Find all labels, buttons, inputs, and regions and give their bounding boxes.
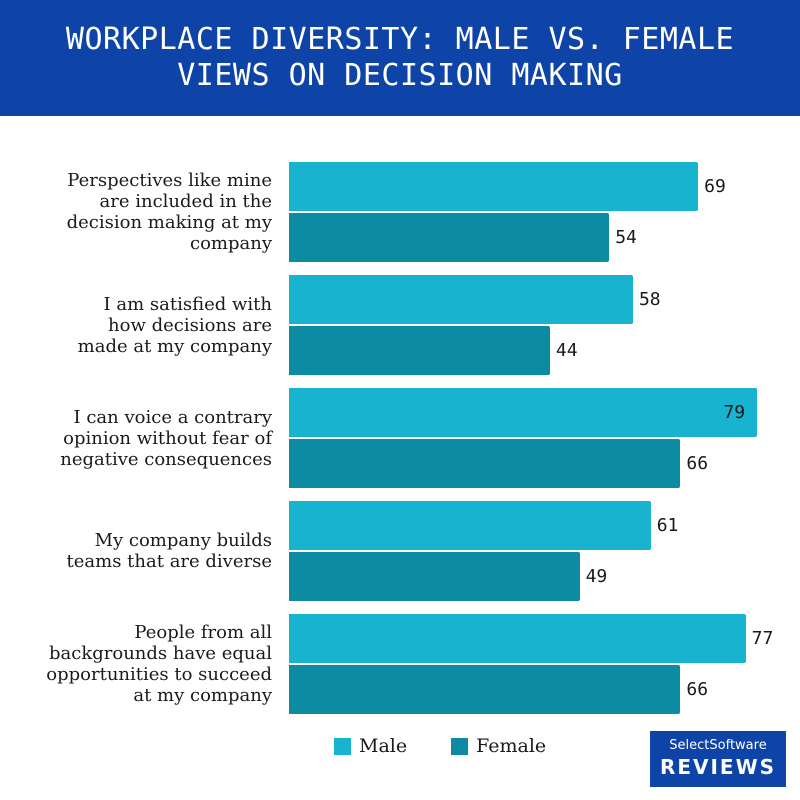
bar-female — [289, 552, 580, 601]
data-label: 58 — [638, 288, 661, 310]
category-label: I am satisfied with how decisions are made… — [10, 294, 272, 357]
category-label: My company builds teams that are diverse — [10, 530, 272, 572]
brand-line1: SelectSoftware — [669, 738, 767, 753]
data-label: 66 — [686, 452, 709, 474]
legend-item-male: Male — [334, 735, 407, 757]
data-label: 79 — [723, 401, 746, 423]
category-label-line: teams that are diverse — [66, 551, 272, 572]
category-label-line: are included in the — [99, 191, 272, 212]
category-label-line: backgrounds have equal — [49, 643, 272, 664]
category-label-line: made at my company — [77, 335, 272, 357]
bar-female — [289, 326, 550, 375]
data-label: 61 — [656, 514, 679, 536]
legend: Male Female — [334, 734, 590, 758]
category-label: Perspectives like mine are included in th… — [10, 170, 272, 254]
bar-female — [289, 439, 681, 488]
legend-swatch-male — [334, 737, 351, 755]
bar-female — [289, 213, 610, 262]
category-label-line: at my company — [133, 685, 272, 706]
category-label-line: opportunities to succeed — [46, 664, 272, 685]
legend-label-female: Female — [476, 735, 547, 757]
title-banner: WORKPLACE DIVERSITY: MALE VS. FEMALE VIE… — [0, 0, 800, 116]
chart-title: WORKPLACE DIVERSITY: MALE VS. FEMALE VIE… — [65, 22, 735, 93]
category-label-line: decision making at my — [66, 212, 272, 233]
bar-chart: Perspectives like mine are included in th… — [0, 116, 800, 726]
bar-male — [289, 388, 758, 437]
category-label-line: negative consequences — [60, 448, 272, 470]
brand-line2: REVIEWS — [659, 755, 777, 779]
data-label: 69 — [704, 175, 726, 197]
legend-label-male: Male — [359, 735, 408, 757]
category-label: People from all backgrounds have equal opp… — [10, 622, 272, 706]
data-label: 54 — [615, 226, 637, 248]
category-label-line: People from all — [134, 622, 272, 643]
category-label-line: company — [189, 233, 272, 254]
data-label: 77 — [751, 627, 774, 649]
data-label: 66 — [686, 678, 709, 700]
brand-logo: SelectSoftware REVIEWS — [650, 731, 786, 787]
bar-male — [289, 162, 699, 211]
bar-male — [289, 501, 651, 550]
bar-female — [289, 665, 681, 714]
category-label-line: opinion without fear of — [63, 427, 272, 449]
category-label-line: I can voice a contrary — [73, 406, 272, 428]
category-label: I can voice a contrary opinion without fe… — [10, 407, 272, 470]
category-label-line: My company builds — [94, 530, 272, 551]
data-label: 44 — [555, 339, 578, 361]
category-label-line: I am satisfied with — [103, 293, 272, 315]
legend-item-female: Female — [451, 735, 546, 757]
data-label: 49 — [585, 565, 608, 587]
category-label-line: how decisions are — [108, 314, 272, 336]
legend-swatch-female — [451, 737, 469, 755]
bar-male — [289, 275, 633, 324]
category-label-line: Perspectives like mine — [67, 170, 272, 191]
bar-male — [289, 614, 746, 663]
